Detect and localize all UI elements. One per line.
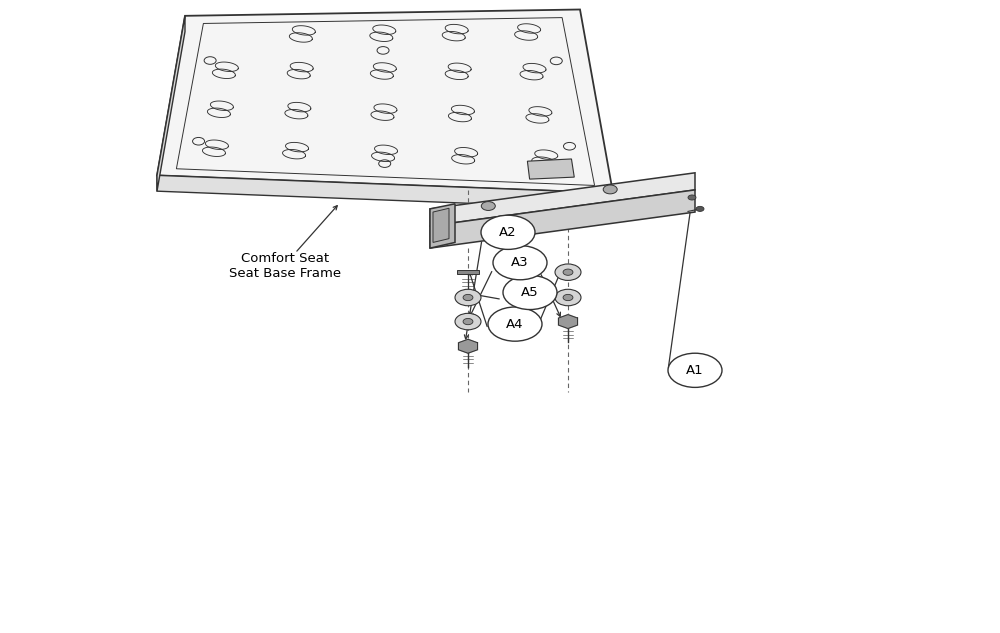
Circle shape xyxy=(688,195,696,200)
Text: A3: A3 xyxy=(511,256,529,269)
Polygon shape xyxy=(458,339,478,353)
Circle shape xyxy=(481,201,495,210)
Polygon shape xyxy=(433,208,449,242)
Polygon shape xyxy=(527,159,574,179)
Circle shape xyxy=(463,318,473,325)
Polygon shape xyxy=(157,16,185,191)
Circle shape xyxy=(555,264,581,280)
Text: A4: A4 xyxy=(506,318,524,330)
Polygon shape xyxy=(157,175,613,209)
Polygon shape xyxy=(430,190,695,248)
Circle shape xyxy=(503,275,557,310)
Polygon shape xyxy=(157,9,613,193)
Polygon shape xyxy=(558,315,578,329)
Circle shape xyxy=(493,246,547,280)
Circle shape xyxy=(488,307,542,341)
Circle shape xyxy=(668,353,722,387)
Text: A2: A2 xyxy=(499,226,517,239)
Circle shape xyxy=(696,206,704,211)
Circle shape xyxy=(563,269,573,275)
Text: A5: A5 xyxy=(521,286,539,299)
Circle shape xyxy=(481,215,535,249)
Circle shape xyxy=(455,289,481,306)
Circle shape xyxy=(603,185,617,194)
Polygon shape xyxy=(430,204,455,248)
Polygon shape xyxy=(457,270,479,274)
Text: A1: A1 xyxy=(686,364,704,377)
Circle shape xyxy=(455,313,481,330)
Text: Comfort Seat
Seat Base Frame: Comfort Seat Seat Base Frame xyxy=(229,252,341,280)
Circle shape xyxy=(563,294,573,301)
Polygon shape xyxy=(430,173,695,226)
Circle shape xyxy=(463,294,473,301)
Circle shape xyxy=(555,289,581,306)
